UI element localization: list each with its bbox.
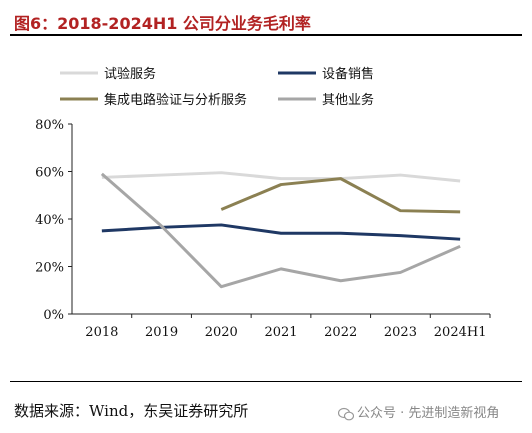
axes: 0% 20% 40% 60% 80% 2018 2019 2020 2021 2022 2023 20… — [35, 118, 491, 340]
x-tick-label: 2024H1 — [434, 325, 487, 340]
y-tick-label: 20% — [35, 261, 64, 276]
watermark: 公众号 · 先进制造新视角 — [338, 402, 499, 421]
footer-divider — [10, 381, 522, 382]
x-tick-label: 2018 — [85, 325, 118, 340]
y-tick-label: 0% — [43, 308, 64, 323]
y-tick-label: 40% — [35, 213, 64, 228]
wechat-icon — [338, 407, 354, 420]
y-tick-label: 80% — [35, 118, 64, 133]
series-line — [100, 172, 461, 289]
x-tick-label: 2022 — [324, 325, 357, 340]
legend-label: 试验服务 — [104, 66, 156, 82]
y-tick-label: 60% — [35, 166, 64, 181]
watermark-text: 公众号 · 先进制造新视角 — [357, 406, 500, 421]
legend-label: 设备销售 — [322, 66, 374, 82]
source-note: 数据来源：Wind，东吴证券研究所 — [14, 402, 249, 420]
x-tick-label: 2021 — [264, 325, 297, 340]
series-line — [101, 171, 461, 183]
legend-label: 集成电路验证与分析服务 — [104, 92, 247, 108]
x-tick-label: 2020 — [205, 325, 238, 340]
chart-title: 图6：2018-2024H1 公司分业务毛利率 — [14, 14, 311, 33]
x-tick-label: 2019 — [145, 325, 178, 340]
series-line — [101, 223, 461, 241]
legend-label: 其他业务 — [322, 92, 374, 108]
series-line — [220, 177, 461, 214]
x-tick-label: 2023 — [384, 325, 417, 340]
series-lines — [100, 171, 461, 289]
title-divider — [10, 34, 522, 36]
